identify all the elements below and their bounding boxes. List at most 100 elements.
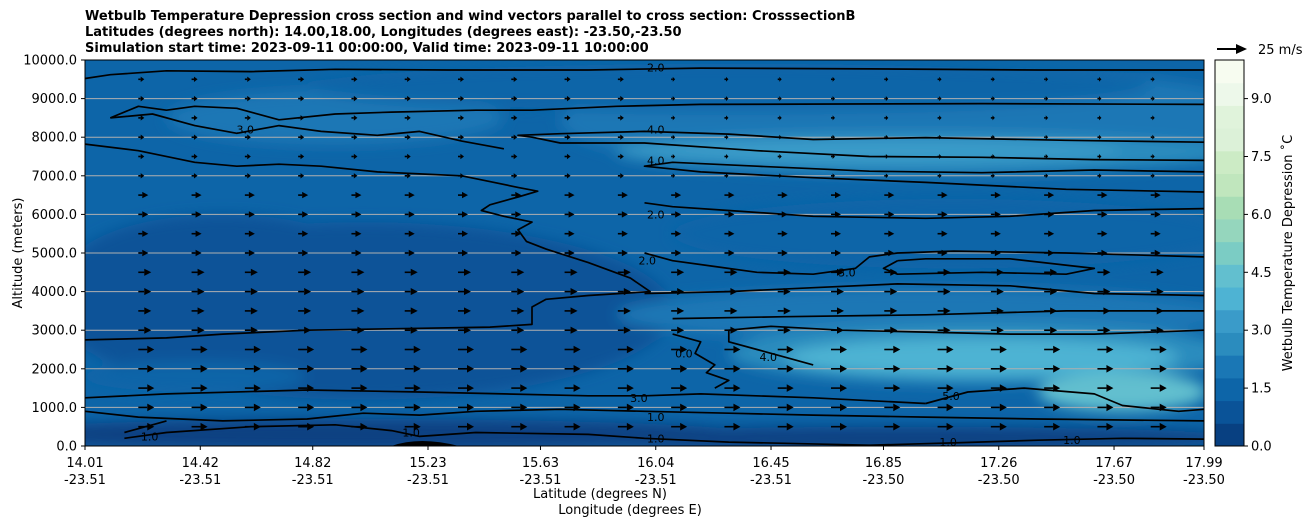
contour-labels: 2.0 4.0 4.0 2.0 2.0 3.0 3.0 0.0 4.0 5.0 3.0 1.0 1.0 1… <box>141 62 1081 449</box>
wind-vector <box>517 326 525 334</box>
wind-vector <box>515 249 522 257</box>
wind-vector <box>566 153 571 160</box>
wind-vector <box>515 191 522 199</box>
y-tick-label: 7000.0 <box>32 169 78 184</box>
wind-vector <box>781 191 788 199</box>
wind-vector <box>144 326 152 334</box>
colorbar-segment <box>1215 309 1244 333</box>
wind-vector <box>566 95 571 102</box>
wind-vector <box>621 230 628 237</box>
wind-vector <box>832 76 835 82</box>
wind-vector <box>1159 345 1167 354</box>
wind-vector <box>300 153 305 160</box>
wind-vector <box>837 326 844 334</box>
wind-vector <box>1156 307 1164 315</box>
y-tick-label: 10000.0 <box>23 54 77 69</box>
colorbar-segment <box>1215 355 1244 379</box>
wind-vector <box>253 403 261 412</box>
wind-vector <box>890 268 898 276</box>
wind-vector <box>248 211 255 218</box>
colorbar-tick-label: 4.5 <box>1251 266 1272 281</box>
wind-vector <box>939 173 942 179</box>
wind-vector <box>467 422 474 431</box>
wind-vector <box>730 268 738 276</box>
wind-vector <box>247 76 251 83</box>
wind-vector <box>999 384 1007 392</box>
wind-vector <box>410 288 418 296</box>
wind-vector <box>573 422 581 431</box>
colorbar-segment <box>1215 264 1244 288</box>
colorbar-segment <box>1215 82 1244 106</box>
wind-vector <box>779 115 782 121</box>
colorbar-segment <box>1215 400 1244 424</box>
wind-vector <box>360 384 368 392</box>
wind-vector <box>460 76 464 83</box>
wind-vector <box>890 288 898 296</box>
wind-vector <box>408 211 415 218</box>
wind-vector <box>675 211 682 218</box>
colorbar-frame <box>1214 59 1245 447</box>
x-tick-label-lon: -23.51 <box>407 473 449 488</box>
wind-vector <box>1156 326 1164 334</box>
wind-vector <box>464 326 471 334</box>
terrain <box>391 440 459 446</box>
wind-vector <box>779 154 782 159</box>
wind-vector <box>250 268 258 276</box>
wind-vectors <box>138 76 1167 431</box>
wind-vector <box>302 230 309 237</box>
field-blob-10 <box>1038 372 1204 412</box>
wind-vector <box>1103 326 1111 334</box>
x-tick-label-lon: -23.51 <box>64 473 106 488</box>
wind-vector <box>195 211 202 218</box>
wind-vector <box>1103 307 1111 315</box>
field-blob-4 <box>616 139 1123 163</box>
wind-vector <box>726 115 729 121</box>
wind-key-label: 25 m/s <box>1258 43 1303 58</box>
wind-vector <box>407 95 411 102</box>
wind-vector <box>675 230 682 237</box>
x-tick-label-lat: 17.99 <box>1185 456 1222 471</box>
wind-vector <box>570 326 578 334</box>
wind-vector <box>307 403 315 412</box>
wind-vector <box>355 191 362 199</box>
wind-vector <box>994 211 1001 218</box>
wind-vector <box>140 76 145 83</box>
wind-vector <box>946 422 954 431</box>
wind-vector <box>1050 288 1058 296</box>
wind-vector <box>994 249 1001 257</box>
wind-vector <box>946 365 954 373</box>
wind-vector <box>1048 191 1055 199</box>
wind-vector <box>832 173 835 179</box>
wind-vector <box>1154 191 1161 199</box>
colorbar-segment <box>1215 377 1244 402</box>
wind-vector <box>573 365 581 373</box>
colorbar-segment <box>1215 287 1244 311</box>
wind-vector <box>467 384 474 392</box>
wind-vector <box>144 307 152 315</box>
wind-vector <box>413 384 421 392</box>
wind-vector <box>195 191 202 199</box>
wind-vector <box>620 76 624 83</box>
y-axis: 0.0 1000.0 2000.0 3000.0 4000.0 5000.0 6000.0 7… <box>23 54 85 455</box>
wind-vector <box>247 95 251 102</box>
wind-vector <box>620 173 624 179</box>
contour-line <box>517 130 1204 162</box>
wind-vector <box>835 211 841 218</box>
wind-vector <box>621 211 628 218</box>
wind-vector <box>195 230 202 237</box>
colorbar-segment <box>1215 423 1244 447</box>
wind-vector <box>1045 154 1049 159</box>
wind-vector <box>200 365 208 373</box>
wind-vector <box>147 403 155 412</box>
wind-vector <box>520 403 528 412</box>
wind-vector <box>677 268 685 276</box>
wind-vector <box>946 384 954 392</box>
wind-vector <box>779 96 782 102</box>
y-tick-label: 5000.0 <box>32 247 78 262</box>
wind-vector <box>626 422 634 431</box>
wind-vector <box>566 115 571 121</box>
x-tick-label-lon: -23.50 <box>978 473 1020 488</box>
wind-vector <box>786 365 794 373</box>
wind-vector <box>672 173 676 179</box>
wind-vector <box>626 345 634 354</box>
